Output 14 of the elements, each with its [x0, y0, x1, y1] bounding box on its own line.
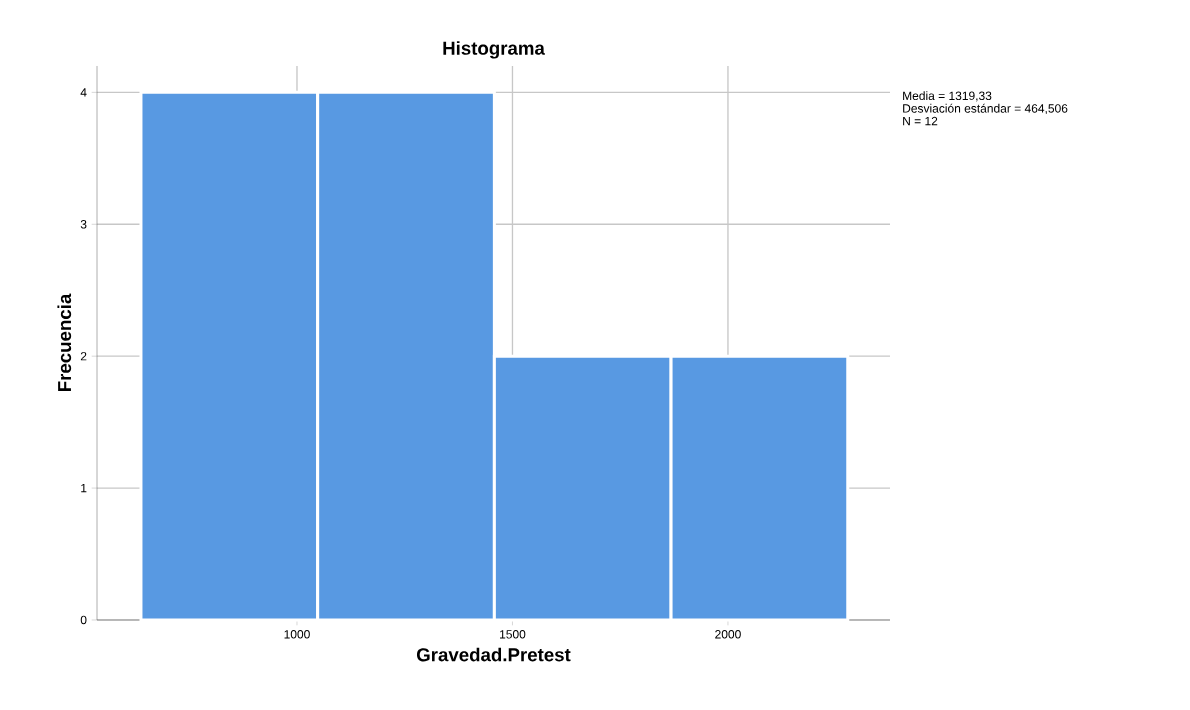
- text: Desviación estándar = 464,506: [903, 103, 1068, 115]
- x-tick-label: 1000: [284, 630, 310, 639]
- x-axis-title: Gravedad.Pretest: [416, 647, 571, 662]
- x-tick-label: 1500: [500, 630, 526, 639]
- y-axis-title: Frecuencia: [57, 293, 72, 392]
- text: N = 12: [903, 116, 938, 126]
- chart-title: Histograma: [443, 41, 545, 59]
- y-tick-label: 4: [80, 88, 87, 97]
- y-tick-label: 0: [80, 615, 87, 625]
- y-tick-label: 3: [80, 220, 87, 229]
- y-tick-label: 2: [80, 351, 87, 361]
- y-tick-label: 1: [81, 483, 87, 493]
- x-tick-label: 2000: [715, 630, 741, 639]
- text: Media = 1319,33: [903, 91, 992, 102]
